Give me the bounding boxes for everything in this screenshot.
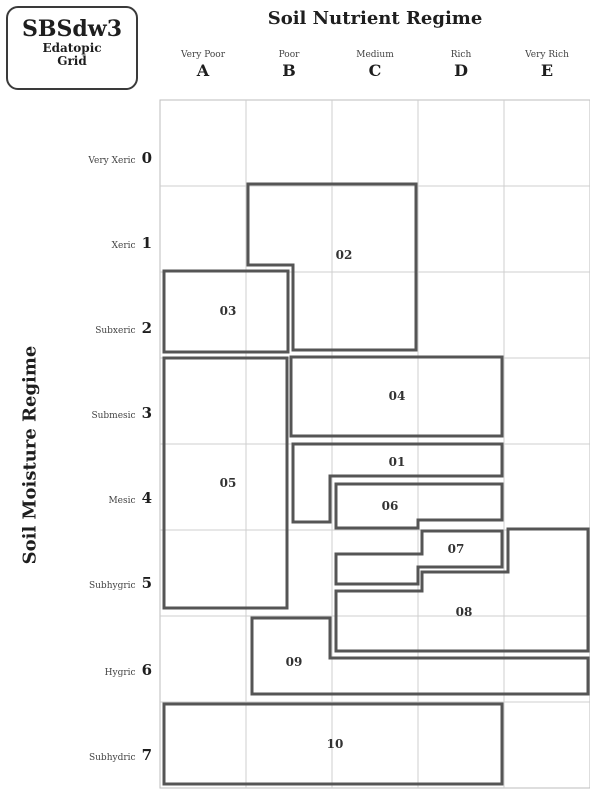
row-number: 5 xyxy=(141,574,152,592)
column-name: Poor xyxy=(278,50,300,60)
site-unit-label: 09 xyxy=(286,655,303,669)
row-name: Mesic xyxy=(108,496,136,506)
column-name: Very Rich xyxy=(525,50,569,60)
row-header-7: Subhydric 7 xyxy=(40,745,152,764)
row-number: 7 xyxy=(141,746,152,764)
site-unit-08: 08 xyxy=(334,527,590,653)
site-unit-boundary xyxy=(246,182,418,352)
row-number: 2 xyxy=(141,319,152,337)
column-name: Rich xyxy=(450,50,472,60)
row-header-4: Mesic 4 xyxy=(40,488,152,507)
site-unit-boundary xyxy=(334,527,590,653)
row-header-6: Hygric 6 xyxy=(40,660,152,679)
column-letter: D xyxy=(454,61,468,80)
row-name: Hygric xyxy=(104,668,136,678)
column-letter: A xyxy=(196,61,210,80)
row-name: Subhygric xyxy=(88,581,136,591)
row-name: Submesic xyxy=(91,411,136,421)
logo-subtitle-line2: Grid xyxy=(57,54,87,68)
column-header-b: Poor B xyxy=(246,50,332,81)
row-header-0: Very Xeric 0 xyxy=(40,148,152,167)
row-number: 1 xyxy=(141,234,152,252)
site-unit-label: 05 xyxy=(220,476,237,490)
site-unit-04: 04 xyxy=(289,355,504,438)
column-header-e: Very Rich E xyxy=(504,50,590,81)
site-unit-boundary xyxy=(162,269,290,354)
row-header-3: Submesic 3 xyxy=(40,403,152,422)
column-header-a: Very Poor A xyxy=(160,50,246,81)
logo-box: SBSdw3 Edatopic Grid xyxy=(6,6,138,90)
site-unit-03: 03 xyxy=(162,269,290,354)
site-unit-09: 09 xyxy=(250,616,590,696)
row-number: 3 xyxy=(141,404,152,422)
site-unit-boundary xyxy=(334,482,504,530)
site-unit-boundary xyxy=(162,356,289,610)
site-unit-label: 07 xyxy=(448,542,465,556)
site-unit-boundary xyxy=(250,616,590,696)
site-unit-label: 01 xyxy=(389,455,406,469)
site-unit-label: 04 xyxy=(389,389,406,403)
site-unit-boundary xyxy=(289,355,504,438)
site-unit-label: 08 xyxy=(456,605,473,619)
row-header-1: Xeric 1 xyxy=(40,233,152,252)
row-header-2: Subxeric 2 xyxy=(40,318,152,337)
column-header-d: Rich D xyxy=(418,50,504,81)
site-unit-label: 02 xyxy=(336,248,353,262)
site-unit-06: 06 xyxy=(334,482,504,530)
site-unit-label: 06 xyxy=(382,499,399,513)
row-name: Subxeric xyxy=(95,326,136,336)
row-number: 0 xyxy=(141,149,152,167)
logo-subtitle-line1: Edatopic xyxy=(42,41,102,55)
column-letter: E xyxy=(540,61,554,80)
row-name: Very Xeric xyxy=(88,156,136,166)
row-header-5: Subhygric 5 xyxy=(40,573,152,592)
site-unit-boundary xyxy=(162,702,504,786)
column-header-c: Medium C xyxy=(332,50,418,81)
site-unit-01: 01 xyxy=(291,442,504,524)
site-unit-label: 10 xyxy=(327,737,344,751)
site-unit-label: 03 xyxy=(220,304,237,318)
grid-lines xyxy=(159,99,590,789)
row-name: Subhydric xyxy=(88,753,136,763)
logo-title: SBSdw3 xyxy=(22,16,122,42)
row-number: 6 xyxy=(141,661,152,679)
site-unit-10: 10 xyxy=(162,702,504,786)
row-number: 4 xyxy=(141,489,152,507)
site-unit-boundary xyxy=(291,442,504,524)
column-name: Medium xyxy=(356,50,394,60)
site-unit-boundary xyxy=(334,529,504,586)
column-letter: C xyxy=(368,61,382,80)
row-name: Xeric xyxy=(111,241,136,251)
column-letter: B xyxy=(282,61,296,80)
site-unit-05: 05 xyxy=(162,356,289,610)
site-unit-02: 02 xyxy=(246,182,418,352)
column-name: Very Poor xyxy=(180,50,226,60)
nutrient-axis-title: Soil Nutrient Regime xyxy=(267,8,483,29)
site-unit-07: 07 xyxy=(334,529,504,586)
